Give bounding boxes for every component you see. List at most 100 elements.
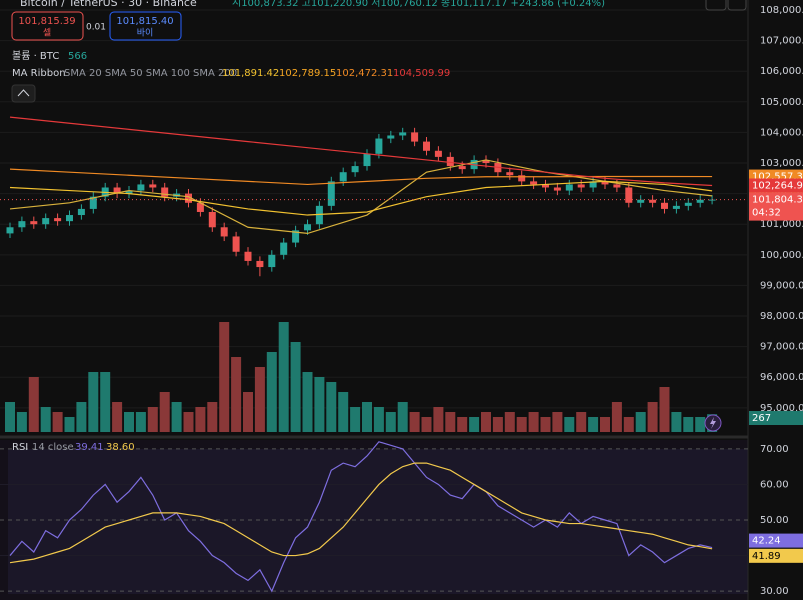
candle-body (672, 205, 680, 209)
volume-bar (635, 412, 646, 432)
ma-line (9, 168, 713, 186)
y-tick-label: 99,000.00 (760, 280, 803, 291)
sell-button[interactable] (11, 11, 84, 41)
rsi-value: 38.60 (106, 442, 135, 453)
candle-body (6, 227, 14, 234)
volume-bar (481, 412, 491, 432)
candle-body (315, 205, 323, 225)
collapse-button[interactable] (11, 84, 36, 103)
candle-body (696, 199, 704, 203)
volume-bar (350, 407, 361, 432)
candle-body (434, 150, 442, 157)
price-tag (749, 533, 803, 548)
candle-body (363, 153, 371, 167)
volume-bar (683, 417, 694, 432)
volume-bar (243, 392, 253, 432)
volume-bar (611, 402, 622, 432)
volume-bar (76, 402, 87, 432)
volume-bar (695, 417, 706, 432)
volume-bar (52, 412, 63, 432)
volume-bar (433, 407, 444, 432)
candle-body (54, 218, 62, 222)
button[interactable] (705, 0, 727, 11)
last-price-label: 101,804.31 (752, 195, 803, 206)
y-tick-label: 107,000.00 (760, 36, 803, 47)
volume-bar (445, 412, 456, 432)
spread: 0.01 (86, 23, 106, 33)
y-tick-label: 70.00 (760, 444, 789, 455)
candle-body (185, 193, 192, 203)
volume-bar (183, 412, 194, 432)
rsi-title: RSI (12, 442, 28, 453)
candle-body (292, 230, 300, 243)
volume-bar (207, 402, 218, 432)
y-tick-label: 97,000.00 (760, 342, 803, 353)
price-tag-label: 42.24 (752, 536, 781, 547)
candle-body (518, 175, 526, 182)
candle-body (542, 184, 549, 188)
candle-body (113, 187, 121, 194)
rsi-line (9, 462, 713, 564)
rsi-band (8, 449, 748, 594)
candle-body (149, 184, 157, 188)
price-tag-label: 102,557.35 (752, 172, 803, 183)
candle-body (589, 181, 597, 188)
countdown: 04:32 (752, 208, 781, 219)
volume-bar (623, 417, 634, 432)
volume-bar (457, 417, 468, 432)
candle-body (625, 187, 633, 203)
volume-bar (147, 407, 158, 432)
buy-price: 101,815.40 (116, 16, 173, 27)
candle-body (649, 199, 657, 203)
volume-bar (159, 392, 170, 432)
volume-bar (195, 407, 206, 432)
ma-value: 102,472.31 (336, 68, 393, 79)
ma-line (9, 159, 713, 235)
volume-bar (124, 412, 134, 432)
volume-bar (600, 417, 610, 432)
volume-bar (564, 417, 575, 432)
volume-bar (5, 402, 15, 432)
volume-bar (647, 402, 658, 432)
rsi-value: 39.41 (75, 442, 104, 453)
volume-bar (16, 412, 27, 432)
y-tick-label: 101,000.00 (760, 219, 803, 230)
price-tag (749, 548, 803, 563)
ohlc: 시100,873.32 고101,220.90 저100,760.12 종101… (232, 0, 605, 9)
volume-bar (362, 402, 372, 432)
volume-bar (492, 417, 503, 432)
volume-bar (421, 417, 432, 432)
y-tick-label: 106,000.00 (760, 66, 803, 77)
candle-body (208, 211, 216, 228)
chevron-icon (17, 89, 30, 97)
ma-value: 101,891.42 (222, 68, 279, 79)
y-tick-label: 95,000.00 (760, 403, 803, 414)
y-tick-label: 100,000.00 (760, 250, 803, 261)
candle-body (482, 159, 490, 164)
y-tick-label: 30.00 (760, 586, 789, 597)
sell-label: 셀 (43, 28, 51, 39)
candle-body (387, 135, 395, 139)
volume-bar (671, 412, 682, 432)
price-tag-label: 41.89 (752, 551, 781, 562)
y-tick-label: 60.00 (760, 479, 789, 490)
ma-line (9, 116, 713, 187)
candle-body (137, 184, 145, 191)
candle-body (458, 166, 466, 170)
sell-price: 101,815.39 (18, 16, 75, 27)
buy-button[interactable] (109, 11, 182, 41)
volume-bar (528, 412, 539, 432)
button[interactable] (727, 0, 747, 11)
candle-body (565, 184, 573, 191)
price-tag (749, 411, 803, 425)
candle-body (280, 242, 288, 255)
candle-body (18, 221, 26, 228)
volume-bar (40, 407, 51, 432)
candle-body (530, 181, 538, 185)
candle-body (351, 166, 359, 173)
volume-bar (290, 342, 301, 432)
ma-title: MA Ribbon (12, 68, 66, 79)
candle-body (339, 172, 347, 182)
volume-bar (385, 412, 396, 432)
candle-body (244, 251, 252, 261)
